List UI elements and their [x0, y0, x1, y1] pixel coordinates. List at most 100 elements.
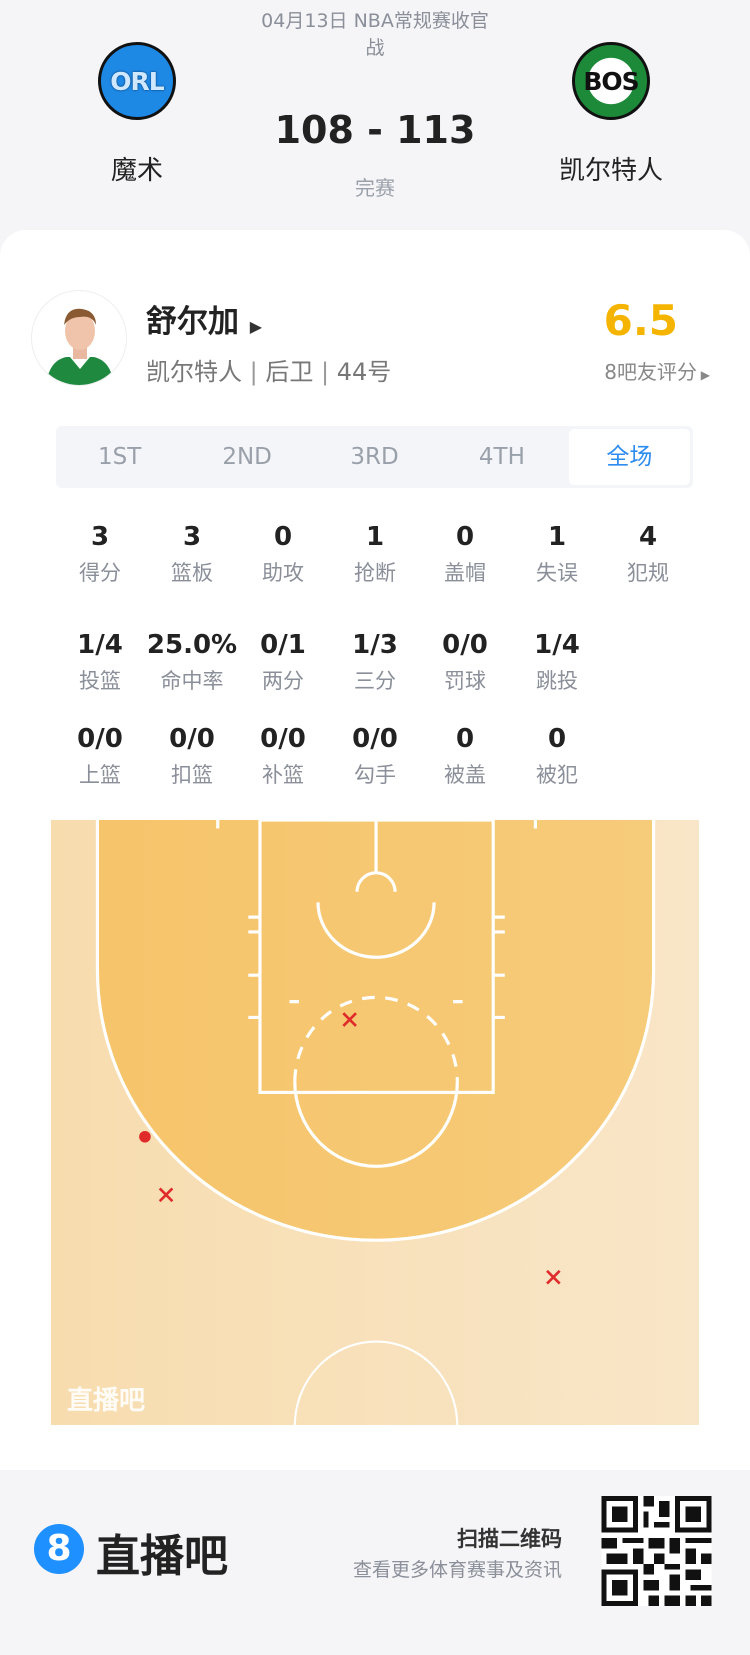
stat-value: 1: [365, 522, 385, 552]
stat-label: 两分: [262, 669, 304, 693]
stat-item: 0 被犯: [507, 722, 607, 789]
watermark: 直播吧: [67, 1386, 146, 1416]
stat-label: 盖帽: [444, 561, 486, 585]
player-avatar[interactable]: [31, 290, 127, 386]
stat-label: 罚球: [444, 669, 486, 693]
stat-value: 0: [273, 522, 293, 552]
shot-miss: [158, 1187, 174, 1203]
stat-item: 1 抢断: [325, 520, 425, 587]
qr-subtitle: 查看更多体育赛事及资讯: [352, 1559, 562, 1581]
stat-label: 篮板: [171, 561, 213, 585]
player-name-link[interactable]: 舒尔加 ▶: [146, 296, 262, 341]
player-number: 44号: [336, 358, 392, 386]
home-team-abbr: ORL: [110, 66, 164, 96]
match-title: 04月13日 NBA常规赛收官 战: [261, 8, 489, 62]
stat-label: 勾手: [354, 763, 396, 787]
match-status: 完赛: [355, 176, 395, 200]
stat-item: 3 篮板: [142, 520, 242, 587]
tab-full-game[interactable]: 全场: [568, 429, 691, 485]
stat-label: 补篮: [262, 763, 304, 787]
court-marks: [216, 820, 537, 1004]
tab-3rd[interactable]: 3RD: [350, 444, 399, 470]
shot-miss: [546, 1269, 561, 1285]
stat-item: 0/0 上篮: [50, 722, 150, 789]
stat-value: 0/0: [260, 724, 306, 754]
stat-value: 0/0: [352, 724, 398, 754]
stat-value: 1/4: [77, 630, 123, 660]
stat-item: 0 盖帽: [415, 520, 515, 587]
stat-item: 0 助攻: [233, 520, 333, 587]
home-team-name[interactable]: 魔术: [110, 156, 164, 186]
stat-item: 1/4 跳投: [507, 628, 607, 695]
stat-item: 1 失误: [507, 520, 607, 587]
court: [51, 818, 699, 1427]
player-photo-icon: [46, 308, 114, 385]
stat-label: 抢断: [354, 561, 396, 585]
stat-label: 三分: [354, 669, 396, 693]
stat-label: 命中率: [160, 669, 224, 693]
stat-label: 上篮: [79, 763, 121, 787]
stat-label: 被犯: [536, 763, 578, 787]
stat-label: 扣篮: [171, 763, 213, 787]
player-team: 凯尔特人: [146, 358, 242, 386]
lane-ticks: [248, 915, 505, 1020]
stat-value: 0/0: [77, 724, 123, 754]
stat-item: 25.0% 命中率: [142, 628, 242, 695]
stat-value: 3: [90, 522, 110, 552]
stat-label: 犯规: [627, 561, 669, 585]
tab-1st[interactable]: 1ST: [98, 444, 142, 470]
three-point-line: [95, 820, 656, 1242]
stat-item: 0/0 扣篮: [142, 722, 242, 789]
stat-value: 0: [547, 724, 567, 754]
player-info: 凯尔特人 | 后卫 | 44号: [146, 358, 392, 386]
stat-value: 3: [182, 522, 202, 552]
stat-label: 跳投: [536, 669, 578, 693]
stat-value: 25.0%: [146, 630, 238, 660]
away-team-name[interactable]: 凯尔特人: [558, 156, 664, 186]
shot-chart: 直播吧: [51, 818, 699, 1427]
away-team-abbr: BOS: [583, 66, 639, 96]
shot-miss: [342, 1012, 357, 1027]
stat-item: 4 犯规: [598, 520, 698, 587]
stat-value: 0/0: [169, 724, 215, 754]
stat-value: 0/0: [442, 630, 488, 660]
stat-item: 0/0 罚球: [415, 628, 515, 695]
stat-item: 3 得分: [50, 520, 150, 587]
player-name: 舒尔加: [146, 304, 239, 340]
stat-value: 0/1: [260, 630, 306, 660]
brand-name: 直播吧: [96, 1531, 228, 1582]
rating-link[interactable]: 8吧友评分 ▶: [604, 356, 710, 385]
stat-value: 0: [455, 522, 475, 552]
stat-item: 1/3 三分: [325, 628, 425, 695]
basket: [355, 871, 397, 892]
away-team-logo[interactable]: BOS: [572, 42, 650, 120]
stat-item: 1/4 投篮: [50, 628, 150, 695]
brand-logo-icon: 8: [34, 1524, 84, 1574]
stat-item: 0/0 补篮: [233, 722, 333, 789]
stat-value: 0: [455, 724, 475, 754]
stat-label: 助攻: [262, 561, 304, 585]
score: 108 - 113: [274, 108, 476, 152]
stat-item: 0/1 两分: [233, 628, 333, 695]
restricted-area: [316, 902, 436, 959]
rating-label: 8吧友评分: [604, 360, 697, 384]
tab-4th[interactable]: 4TH: [478, 444, 525, 470]
stat-item: 0 被盖: [415, 722, 515, 789]
stat-label: 失误: [536, 561, 578, 585]
stat-label: 投篮: [79, 669, 121, 693]
stat-label: 被盖: [444, 763, 486, 787]
match-title-line2: 战: [365, 37, 385, 59]
stat-value: 1: [547, 522, 567, 552]
player-rating: 6.5: [603, 296, 678, 345]
half-court-circle: [293, 1340, 459, 1427]
qr-title: 扫描二维码: [457, 1527, 562, 1551]
period-tabs: 1ST 2ND 3RD 4TH 全场: [56, 426, 693, 488]
free-throw-circle-dashed: [293, 995, 459, 1082]
match-title-line1: 04月13日 NBA常规赛收官: [261, 10, 489, 32]
stat-item: 0/0 勾手: [325, 722, 425, 789]
qr-code-icon[interactable]: [601, 1496, 712, 1606]
home-team-logo[interactable]: ORL: [98, 42, 176, 120]
stat-value: 1/4: [534, 630, 580, 660]
stat-label: 得分: [79, 561, 121, 585]
tab-2nd[interactable]: 2ND: [222, 444, 272, 470]
